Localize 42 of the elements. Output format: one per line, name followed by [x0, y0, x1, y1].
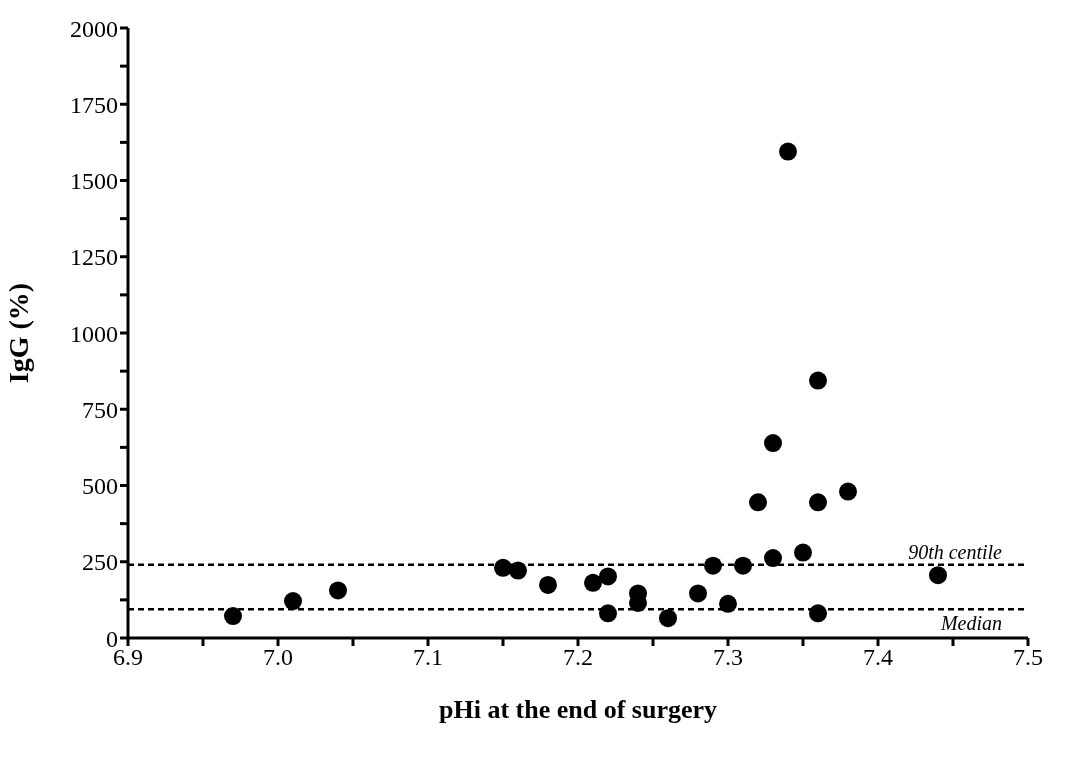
x-tick-label: 7.0 — [263, 644, 293, 671]
point — [779, 142, 797, 161]
point — [224, 607, 242, 626]
point — [599, 604, 617, 623]
y-tick-label: 500 — [82, 473, 118, 500]
point — [284, 592, 302, 611]
point — [764, 549, 782, 568]
point — [809, 604, 827, 623]
x-tick-label: 7.2 — [563, 644, 593, 671]
point — [809, 493, 827, 512]
point — [599, 567, 617, 586]
y-tick-label: 2000 — [70, 15, 118, 42]
y-tick-label: 1750 — [70, 91, 118, 118]
x-tick-label: 7.1 — [413, 644, 443, 671]
point — [689, 584, 707, 603]
point — [719, 594, 737, 613]
point — [839, 482, 857, 501]
ref-line-label: Median — [939, 611, 1002, 634]
point — [329, 581, 347, 600]
point — [659, 609, 677, 628]
point — [539, 575, 557, 594]
x-tick-label: 7.5 — [1013, 644, 1043, 671]
x-tick-label: 7.4 — [863, 644, 893, 671]
point — [929, 566, 947, 585]
point — [509, 561, 527, 580]
point — [704, 556, 722, 575]
y-tick-label: 250 — [82, 549, 118, 576]
point — [764, 434, 782, 453]
point — [749, 493, 767, 512]
point — [584, 573, 602, 592]
y-tick-label: 1000 — [70, 320, 118, 347]
point — [494, 558, 512, 577]
point — [734, 556, 752, 575]
x-tick-label: 7.3 — [713, 644, 743, 671]
point — [809, 371, 827, 390]
y-axis-title: IgG (%) — [2, 282, 34, 384]
point — [794, 543, 812, 562]
y-tick-label: 1500 — [70, 168, 118, 195]
y-tick-label: 750 — [82, 396, 118, 423]
x-axis-title: pHi at the end of surgery — [438, 695, 718, 724]
y-tick-label: 1250 — [70, 244, 118, 271]
ref-line-label: 90th centile — [908, 540, 1003, 563]
